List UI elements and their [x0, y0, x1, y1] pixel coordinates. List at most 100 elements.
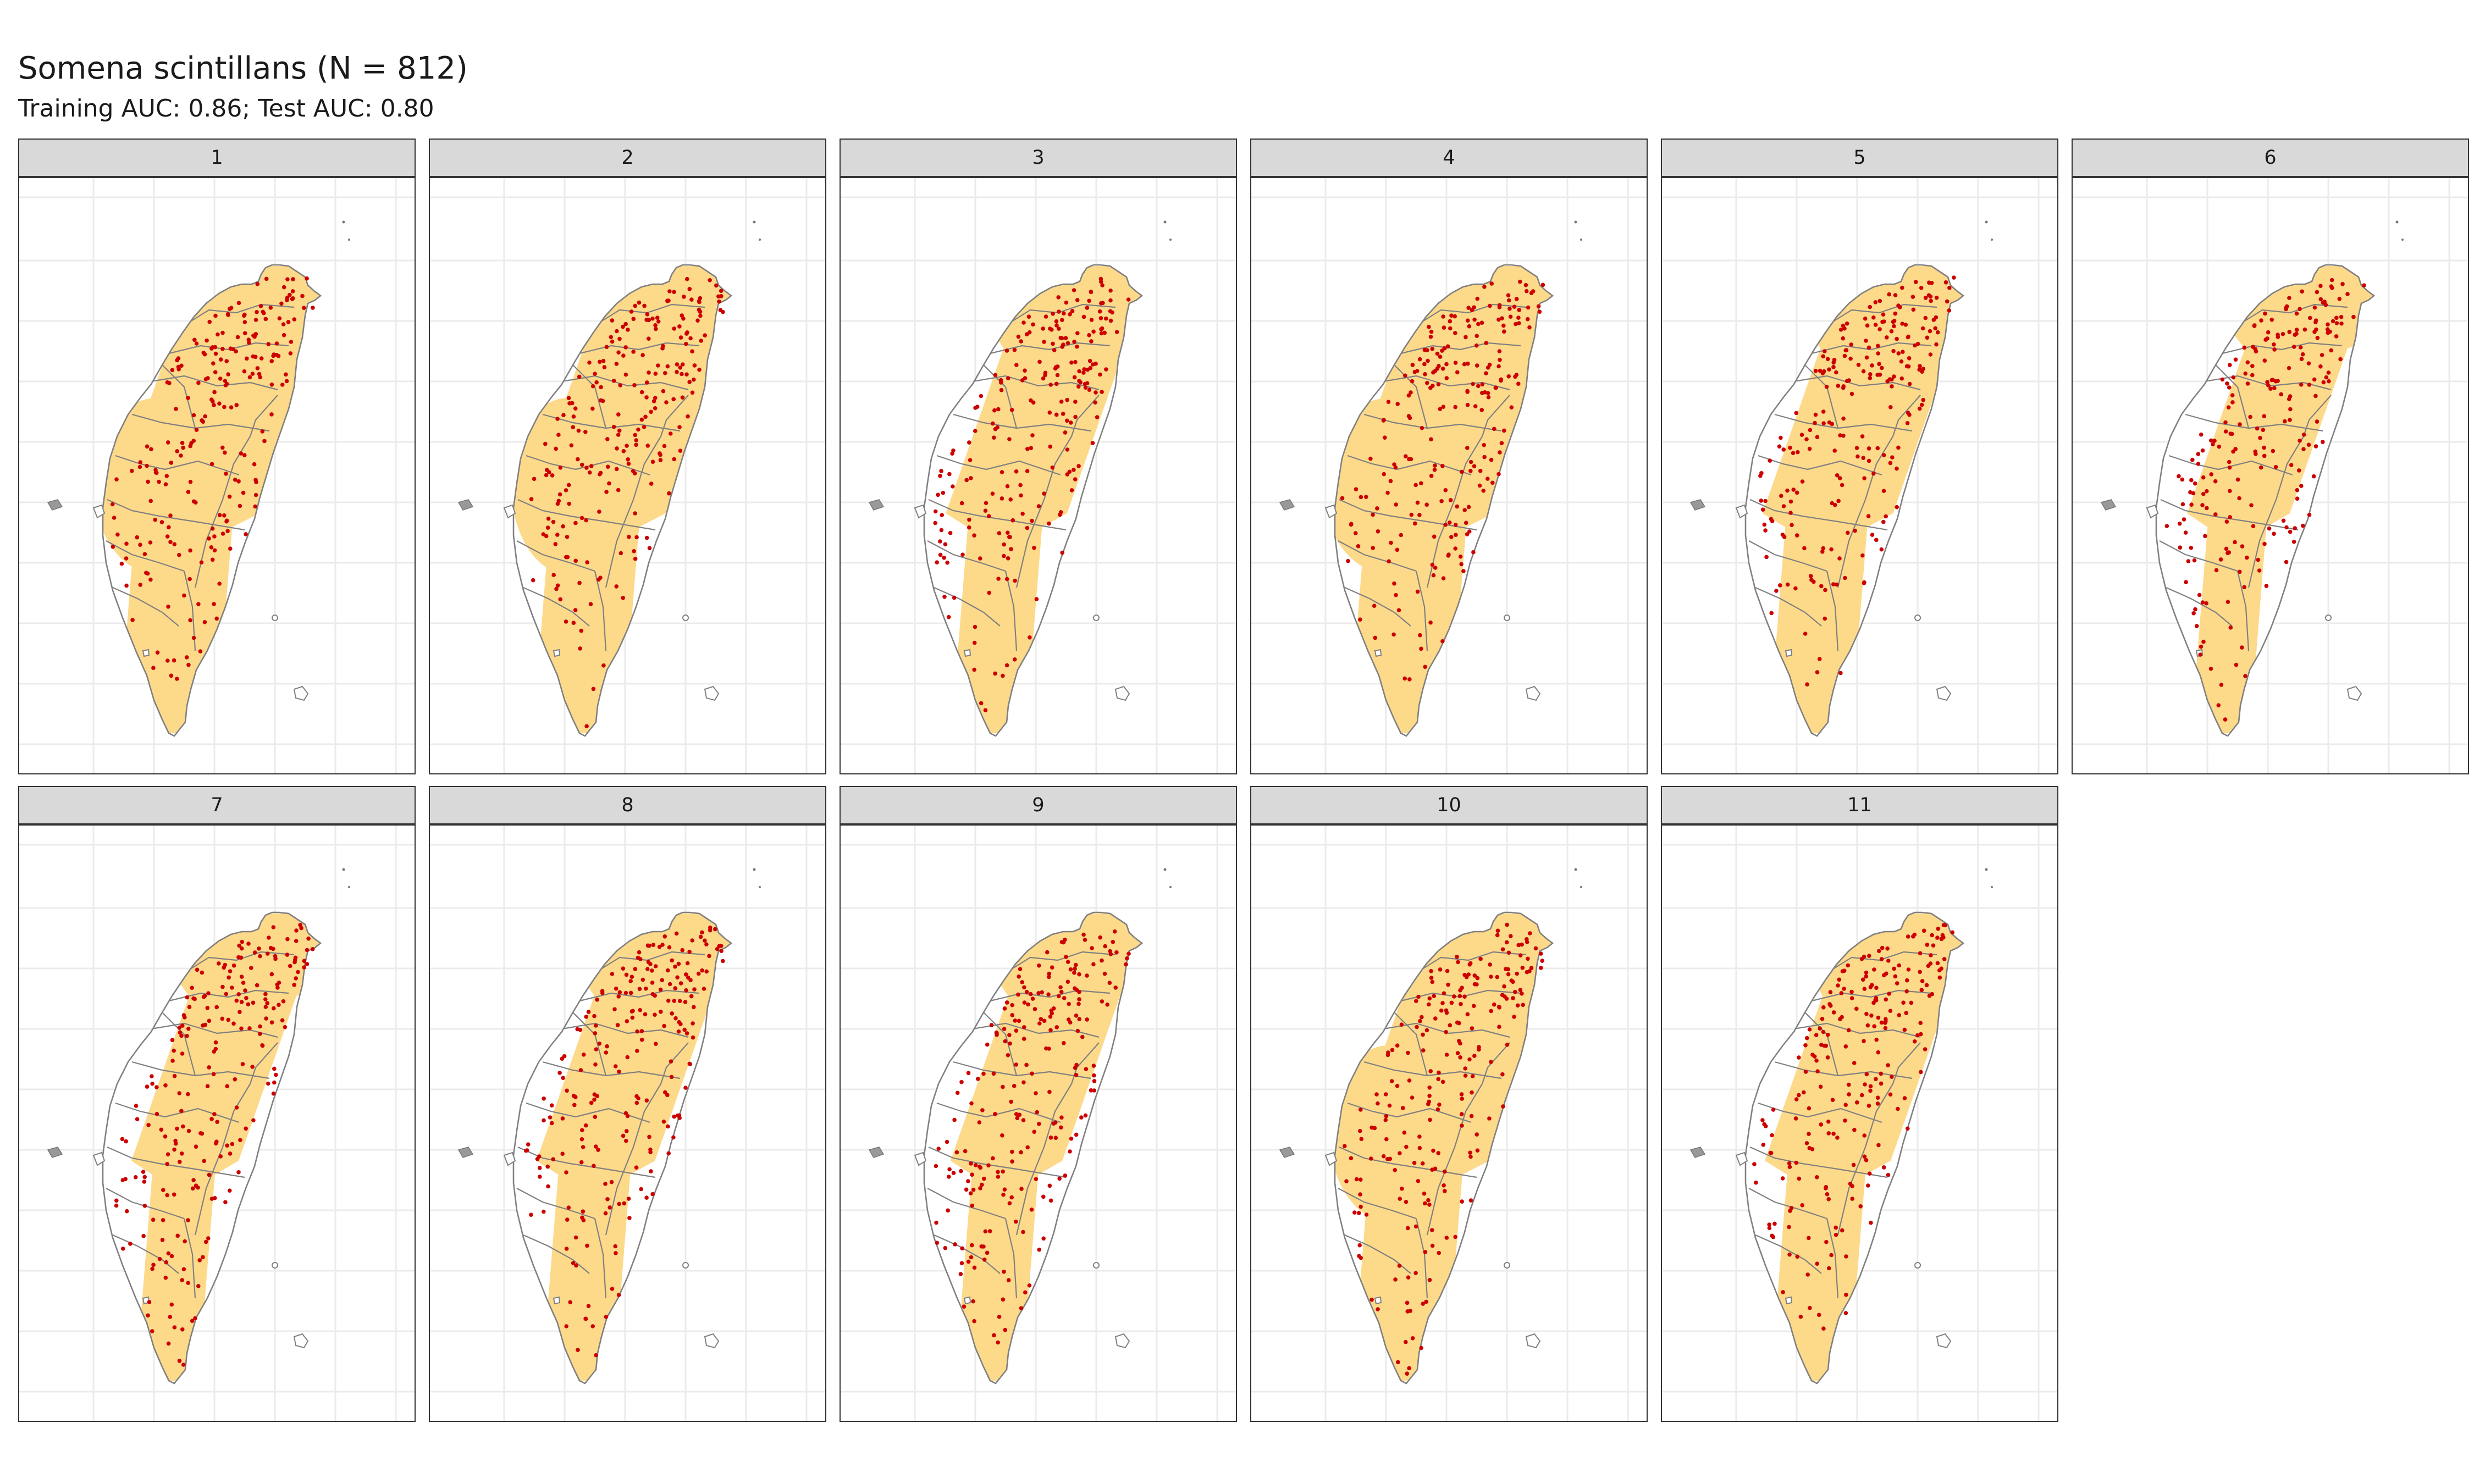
occurrence-point: [244, 532, 248, 536]
occurrence-point: [1807, 1132, 1811, 1136]
occurrence-point: [1900, 285, 1904, 290]
occurrence-point: [1074, 1062, 1079, 1067]
occurrence-point: [2287, 397, 2291, 401]
occurrence-point: [1888, 405, 1893, 409]
occurrence-point: [191, 635, 196, 640]
occurrence-point: [1521, 1003, 1525, 1007]
occurrence-point: [1042, 340, 1046, 344]
occurrence-point: [1892, 966, 1896, 971]
occurrence-point: [1917, 367, 1921, 372]
occurrence-point: [1057, 1176, 1062, 1181]
occurrence-point: [214, 1005, 219, 1010]
occurrence-point: [648, 1147, 653, 1152]
penghu-islet: [1735, 1151, 1748, 1166]
occurrence-point: [1812, 1054, 1817, 1059]
occurrence-point: [186, 1218, 190, 1222]
occurrence-point: [1054, 323, 1059, 328]
occurrence-point: [148, 540, 153, 545]
occurrence-point: [653, 372, 658, 376]
occurrence-point: [1396, 608, 1401, 613]
occurrence-point: [1802, 1090, 1806, 1095]
map-plot-area: [1661, 177, 2058, 774]
occurrence-point: [226, 372, 230, 376]
occurrence-point: [584, 724, 589, 729]
occurrence-point: [1950, 930, 1955, 935]
occurrence-point: [603, 1182, 608, 1186]
occurrence-point: [1862, 1039, 1866, 1043]
occurrence-point: [1013, 1018, 1018, 1023]
occurrence-point: [2301, 523, 2305, 528]
occurrence-point: [1053, 1136, 1058, 1140]
occurrence-point: [614, 362, 619, 366]
occurrence-point: [583, 430, 588, 434]
county-border: [112, 1234, 179, 1274]
occurrence-point: [1838, 433, 1842, 438]
coastline: [1744, 264, 1965, 737]
occurrence-point: [616, 433, 621, 437]
occurrence-point: [1438, 967, 1443, 972]
occurrence-point: [194, 1144, 198, 1149]
occurrence-point: [1919, 402, 1924, 407]
occurrence-point: [1516, 943, 1521, 948]
map-plot-area: [18, 177, 416, 774]
occurrence-point: [1468, 459, 1473, 464]
occurrence-point: [222, 513, 227, 518]
occurrence-point: [1456, 960, 1460, 965]
occurrence-point: [702, 987, 706, 991]
occurrence-point: [1788, 445, 1792, 450]
occurrence-point: [2209, 472, 2213, 477]
occurrence-point: [997, 531, 1002, 535]
occurrence-point: [1893, 311, 1898, 316]
occurrence-point: [2218, 557, 2223, 562]
occurrence-point: [1462, 973, 1467, 977]
county-border: [1004, 1218, 1018, 1299]
occurrence-point: [1864, 970, 1869, 975]
occurrence-point: [617, 428, 622, 433]
occurrence-point: [1475, 334, 1479, 338]
occurrence-point: [1814, 1033, 1819, 1037]
occurrence-point: [1890, 377, 1894, 382]
occurrence-point: [1418, 1019, 1422, 1023]
occurrence-point: [605, 1197, 610, 1201]
occurrence-point: [2362, 283, 2366, 287]
suitable-habitat: [950, 913, 1142, 1381]
occurrence-point: [1513, 990, 1517, 994]
occurrence-point: [1496, 364, 1501, 369]
occurrence-point: [653, 396, 658, 400]
occurrence-point: [1423, 372, 1427, 376]
orchid-island: [1114, 685, 1130, 701]
occurrence-point: [213, 1040, 218, 1045]
occurrence-point: [983, 508, 988, 513]
occurrence-point: [180, 1278, 185, 1282]
orchid-island: [1936, 1333, 1952, 1349]
occurrence-point: [1009, 1195, 1014, 1200]
occurrence-point: [532, 477, 537, 481]
occurrence-point: [605, 464, 610, 469]
occurrence-point: [1069, 1136, 1074, 1141]
occurrence-point: [231, 964, 236, 968]
occurrence-point: [1520, 966, 1525, 970]
occurrence-point: [172, 542, 177, 546]
occurrence-point: [242, 453, 247, 457]
occurrence-point: [1840, 483, 1845, 488]
occurrence-point: [1897, 963, 1902, 968]
occurrence-point: [1506, 967, 1510, 972]
western-shoal: [1689, 499, 1706, 511]
occurrence-point: [1813, 420, 1817, 425]
occurrence-point: [241, 490, 246, 495]
occurrence-point: [289, 340, 294, 344]
occurrence-point: [1358, 617, 1362, 622]
occurrence-point: [947, 472, 952, 477]
occurrence-point: [154, 470, 159, 475]
occurrence-point: [673, 964, 677, 969]
occurrence-point: [623, 372, 628, 377]
occurrence-point: [1444, 1008, 1449, 1013]
occurrence-point: [1875, 1101, 1880, 1106]
occurrence-point: [1430, 1228, 1434, 1232]
occurrence-point: [1897, 1013, 1902, 1017]
occurrence-point: [1826, 1266, 1831, 1271]
occurrence-point: [141, 1234, 146, 1238]
occurrence-point: [165, 380, 170, 385]
occurrence-point: [558, 466, 563, 470]
occurrence-point: [1395, 547, 1400, 552]
